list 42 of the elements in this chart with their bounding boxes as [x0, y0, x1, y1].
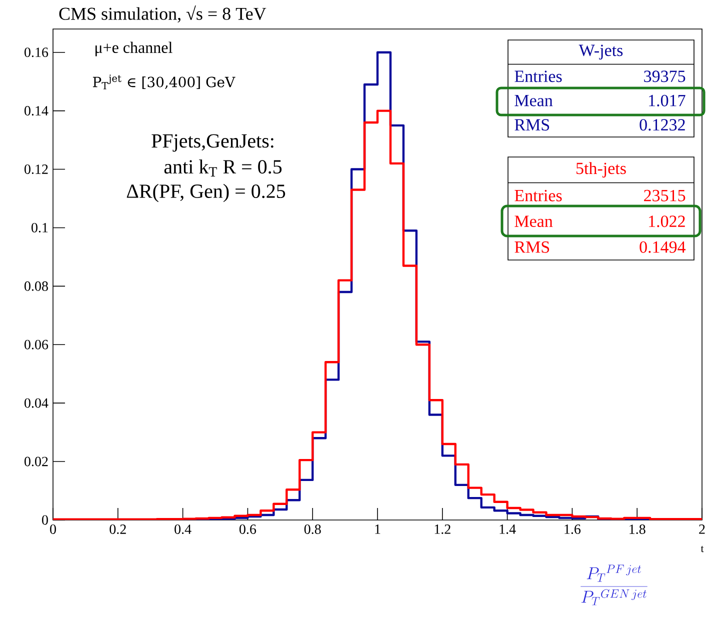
y-tick-label: 0.06	[24, 340, 48, 350]
annotation: 0.1494	[640, 241, 686, 253]
annotation: Mean	[514, 216, 553, 228]
x-tick-label: 1.4	[500, 524, 516, 534]
y-tick-label: 0.16	[24, 48, 48, 58]
annotation: 39375	[644, 70, 686, 82]
annotation: 23515	[644, 190, 686, 202]
chart-title: CMS simulation, √s = 8 TeV	[59, 5, 266, 22]
y-tick-label: 0	[42, 515, 48, 525]
x-tick-label: 0	[50, 524, 56, 534]
annotation: RMS	[514, 241, 550, 253]
annotation: PFjets,GenJets:	[152, 134, 274, 152]
y-tick-label: 0.08	[24, 281, 48, 291]
annotation: 1.017	[649, 94, 686, 106]
annotation: Entries	[514, 70, 562, 82]
x-tick-label: 2	[699, 524, 705, 534]
x-tick-label: 0.4	[174, 524, 192, 534]
text: W-jets	[578, 44, 623, 60]
annotation: P$_{T}$$^{jet}$ ∈ [30,400] GeV	[92, 74, 236, 90]
y-tick-label: 0.04	[24, 398, 48, 408]
annotation: Mean	[514, 94, 553, 106]
x-tick-label: 0.8	[304, 524, 321, 534]
annotation: RMS	[514, 119, 550, 131]
annotation: anti k$_{T}$ R = 0.5	[164, 160, 282, 176]
x-tick-label: 1.2	[434, 524, 450, 534]
y-tick-label: 0.12	[24, 164, 48, 174]
y-tick-label: 0.02	[24, 456, 48, 466]
x-tick-label: 1.8	[630, 524, 646, 534]
x-tick-label: 0.6	[239, 524, 256, 534]
annotation: ΔR(PF, Gen) = 0.25	[126, 184, 286, 202]
x-tick-label: 0.2	[110, 524, 126, 534]
annotation: Entries	[514, 190, 562, 202]
text: 5th-jets	[576, 162, 626, 178]
annotation: μ+e channel	[96, 42, 172, 56]
y-tick-label: 0.14	[24, 106, 48, 116]
text: t	[700, 546, 704, 552]
x-tick-label: 1.6	[564, 524, 581, 534]
annotation: 0.1232	[640, 119, 685, 131]
y-tick-label: 0.1	[32, 222, 48, 232]
x-tick-label: 1	[375, 524, 380, 534]
text: $\frac{P_T{}^{PF\,jet}}{P_T{}^{GEN\,jet}}$	[580, 564, 648, 606]
annotation: 1.022	[649, 216, 685, 228]
